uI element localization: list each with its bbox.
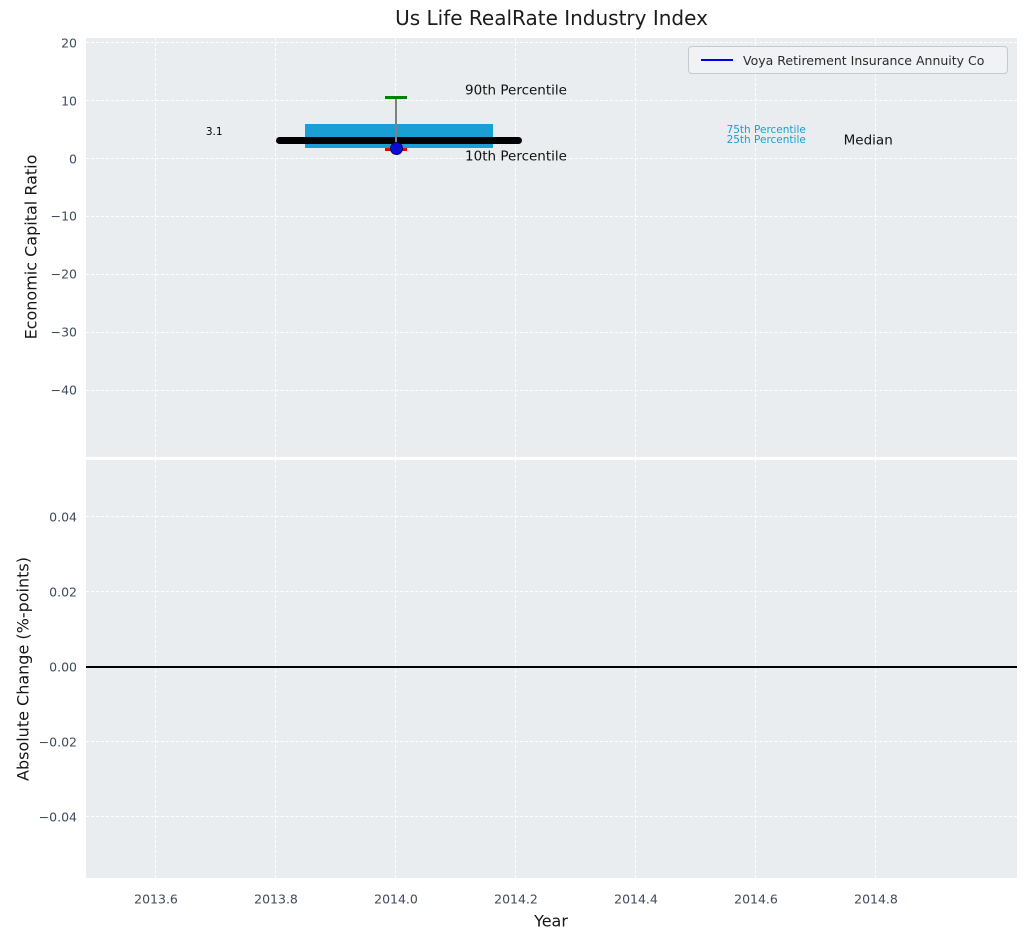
legend: Voya Retirement Insurance Annuity Co — [688, 46, 1008, 74]
whisker-line — [395, 97, 397, 149]
x-tick-label: 2013.8 — [254, 891, 298, 907]
gridline — [275, 460, 277, 878]
gridline — [86, 41, 1017, 43]
gridline — [86, 389, 1017, 391]
y-tick-label: −0.02 — [38, 734, 77, 750]
y-tick-label: 0.02 — [49, 584, 77, 600]
top-plot-area: 3.1 90th Percentile 10th Percentile 75th Pe… — [86, 38, 1017, 457]
gridline — [86, 816, 1017, 818]
gridline — [86, 331, 1017, 333]
gridline — [395, 38, 397, 457]
x-axis-label: Year — [534, 911, 568, 931]
y-tick-label: −0.04 — [38, 809, 77, 825]
gridline — [86, 157, 1017, 159]
gridline — [875, 460, 877, 878]
legend-line-sample — [701, 59, 733, 61]
y-tick-label: −40 — [50, 382, 77, 398]
gridline — [155, 460, 157, 878]
gridline — [275, 38, 277, 457]
p90-cap — [385, 96, 407, 100]
y-tick-label: 10 — [61, 93, 77, 109]
annotation-median-label: Median — [843, 132, 893, 149]
y-tick-label: 0 — [69, 151, 77, 167]
zero-reference-line — [86, 665, 1017, 668]
median-line — [276, 137, 522, 145]
legend-label: Voya Retirement Insurance Annuity Co — [743, 52, 985, 68]
y-tick-label: 0.00 — [49, 659, 77, 675]
annotation-p90-label: 90th Percentile — [465, 82, 567, 99]
gridline — [635, 460, 637, 878]
y-tick-label: 20 — [61, 35, 77, 51]
gridline — [86, 741, 1017, 743]
annotation-p10-label: 10th Percentile — [465, 148, 567, 165]
gridline — [755, 460, 757, 878]
x-tick-label: 2014.2 — [494, 891, 538, 907]
bottom-plot-area — [86, 460, 1017, 878]
top-y-axis-label: Economic Capital Ratio — [21, 154, 41, 340]
gridline — [86, 516, 1017, 518]
bottom-y-axis-label: Absolute Change (%-points) — [13, 557, 33, 781]
gridline — [755, 38, 757, 457]
annotation-p25-label: 25th Percentile — [726, 134, 806, 147]
y-tick-label: −10 — [50, 208, 77, 224]
gridline — [155, 38, 157, 457]
chart-title: Us Life RealRate Industry Index — [395, 6, 708, 30]
gridline — [86, 273, 1017, 275]
gridline — [395, 460, 397, 878]
x-tick-label: 2014.6 — [734, 891, 778, 907]
annotation-p75-label: 75th Percentile — [726, 124, 806, 137]
x-tick-label: 2013.6 — [134, 891, 178, 907]
annotation-median-value-label: 3.1 — [205, 126, 223, 139]
y-tick-label: −20 — [50, 266, 77, 282]
gridline — [635, 38, 637, 457]
gridline — [515, 460, 517, 878]
gridline — [86, 591, 1017, 593]
x-tick-label: 2014.4 — [614, 891, 658, 907]
x-tick-label: 2014.8 — [854, 891, 898, 907]
gridline — [86, 215, 1017, 217]
y-tick-label: 0.04 — [49, 509, 77, 525]
gridline — [875, 38, 877, 457]
y-tick-label: −30 — [50, 324, 77, 340]
x-tick-label: 2014.0 — [374, 891, 418, 907]
gridline — [515, 38, 517, 457]
company-point — [389, 141, 403, 155]
gridline — [86, 99, 1017, 101]
